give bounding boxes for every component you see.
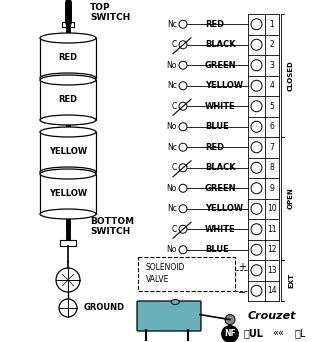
Ellipse shape bbox=[40, 167, 96, 177]
Text: 6: 6 bbox=[270, 122, 275, 131]
Text: WHITE: WHITE bbox=[205, 102, 235, 111]
Text: No: No bbox=[167, 122, 177, 131]
Text: Crouzet: Crouzet bbox=[248, 311, 297, 321]
Text: YELLOW: YELLOW bbox=[49, 189, 87, 198]
Text: TOP: TOP bbox=[90, 3, 110, 13]
Text: EXT: EXT bbox=[288, 273, 294, 288]
Text: BLUE: BLUE bbox=[205, 245, 229, 254]
Text: C: C bbox=[172, 163, 177, 172]
Text: GREEN: GREEN bbox=[205, 61, 237, 70]
Text: RED: RED bbox=[58, 95, 78, 105]
Text: YELLOW: YELLOW bbox=[205, 204, 243, 213]
Text: 2: 2 bbox=[270, 40, 274, 49]
Text: ⓄL: ⓄL bbox=[294, 328, 306, 338]
Text: SWITCH: SWITCH bbox=[90, 226, 130, 236]
Text: +: + bbox=[238, 262, 246, 272]
Text: 7: 7 bbox=[270, 143, 275, 152]
Text: 1: 1 bbox=[270, 20, 274, 29]
Text: 13: 13 bbox=[267, 266, 277, 275]
Text: CLOSED: CLOSED bbox=[288, 60, 294, 91]
Text: 4: 4 bbox=[270, 81, 275, 90]
Text: BLUE: BLUE bbox=[205, 122, 229, 131]
Text: 3: 3 bbox=[270, 61, 275, 70]
Text: BLACK: BLACK bbox=[205, 163, 235, 172]
Text: ««: «« bbox=[272, 328, 284, 338]
Text: BLACK: BLACK bbox=[205, 40, 235, 49]
Text: WHITE: WHITE bbox=[205, 225, 235, 234]
Bar bbox=[40, 132, 96, 172]
Text: GROUND: GROUND bbox=[84, 303, 125, 313]
Text: 12: 12 bbox=[267, 245, 277, 254]
Text: C: C bbox=[172, 40, 177, 49]
Bar bbox=[40, 38, 96, 78]
Ellipse shape bbox=[171, 300, 179, 304]
Ellipse shape bbox=[40, 127, 96, 137]
Text: RED: RED bbox=[58, 53, 78, 63]
Text: SOLENOID: SOLENOID bbox=[145, 263, 185, 273]
Text: 9: 9 bbox=[270, 184, 275, 193]
Bar bbox=[40, 80, 96, 120]
Text: 5: 5 bbox=[270, 102, 275, 111]
Text: GREEN: GREEN bbox=[205, 184, 237, 193]
Text: NF: NF bbox=[223, 329, 237, 339]
Text: No: No bbox=[167, 184, 177, 193]
Text: No: No bbox=[167, 245, 177, 254]
Text: OPEN: OPEN bbox=[288, 188, 294, 209]
Text: YELLOW: YELLOW bbox=[205, 81, 243, 90]
Text: RED: RED bbox=[205, 20, 224, 29]
Text: 8: 8 bbox=[270, 163, 274, 172]
Text: VALVE: VALVE bbox=[146, 275, 170, 284]
Text: 11: 11 bbox=[267, 225, 277, 234]
Ellipse shape bbox=[40, 75, 96, 85]
Text: RED: RED bbox=[205, 143, 224, 152]
Text: BOTTOM: BOTTOM bbox=[90, 218, 134, 226]
Bar bbox=[60, 240, 76, 246]
Text: 10: 10 bbox=[267, 204, 277, 213]
Ellipse shape bbox=[40, 115, 96, 125]
Text: SWITCH: SWITCH bbox=[90, 13, 130, 22]
Text: Nc: Nc bbox=[167, 81, 177, 90]
Text: 14: 14 bbox=[267, 286, 277, 295]
Text: ⓁUL: ⓁUL bbox=[244, 328, 264, 338]
Ellipse shape bbox=[40, 33, 96, 43]
FancyBboxPatch shape bbox=[137, 301, 201, 331]
Bar bbox=[40, 174, 96, 214]
Text: NF: NF bbox=[224, 329, 236, 339]
Text: C: C bbox=[172, 102, 177, 111]
Text: YELLOW: YELLOW bbox=[49, 147, 87, 157]
Text: Nc: Nc bbox=[167, 143, 177, 152]
Ellipse shape bbox=[40, 209, 96, 219]
Bar bbox=[138, 257, 235, 291]
Bar bbox=[62, 22, 74, 27]
Text: Nc: Nc bbox=[167, 204, 177, 213]
Text: No: No bbox=[167, 61, 177, 70]
Ellipse shape bbox=[40, 169, 96, 179]
Text: −: − bbox=[238, 288, 246, 298]
Circle shape bbox=[225, 315, 235, 325]
Text: C: C bbox=[172, 225, 177, 234]
Text: Nc: Nc bbox=[167, 20, 177, 29]
Ellipse shape bbox=[40, 73, 96, 83]
